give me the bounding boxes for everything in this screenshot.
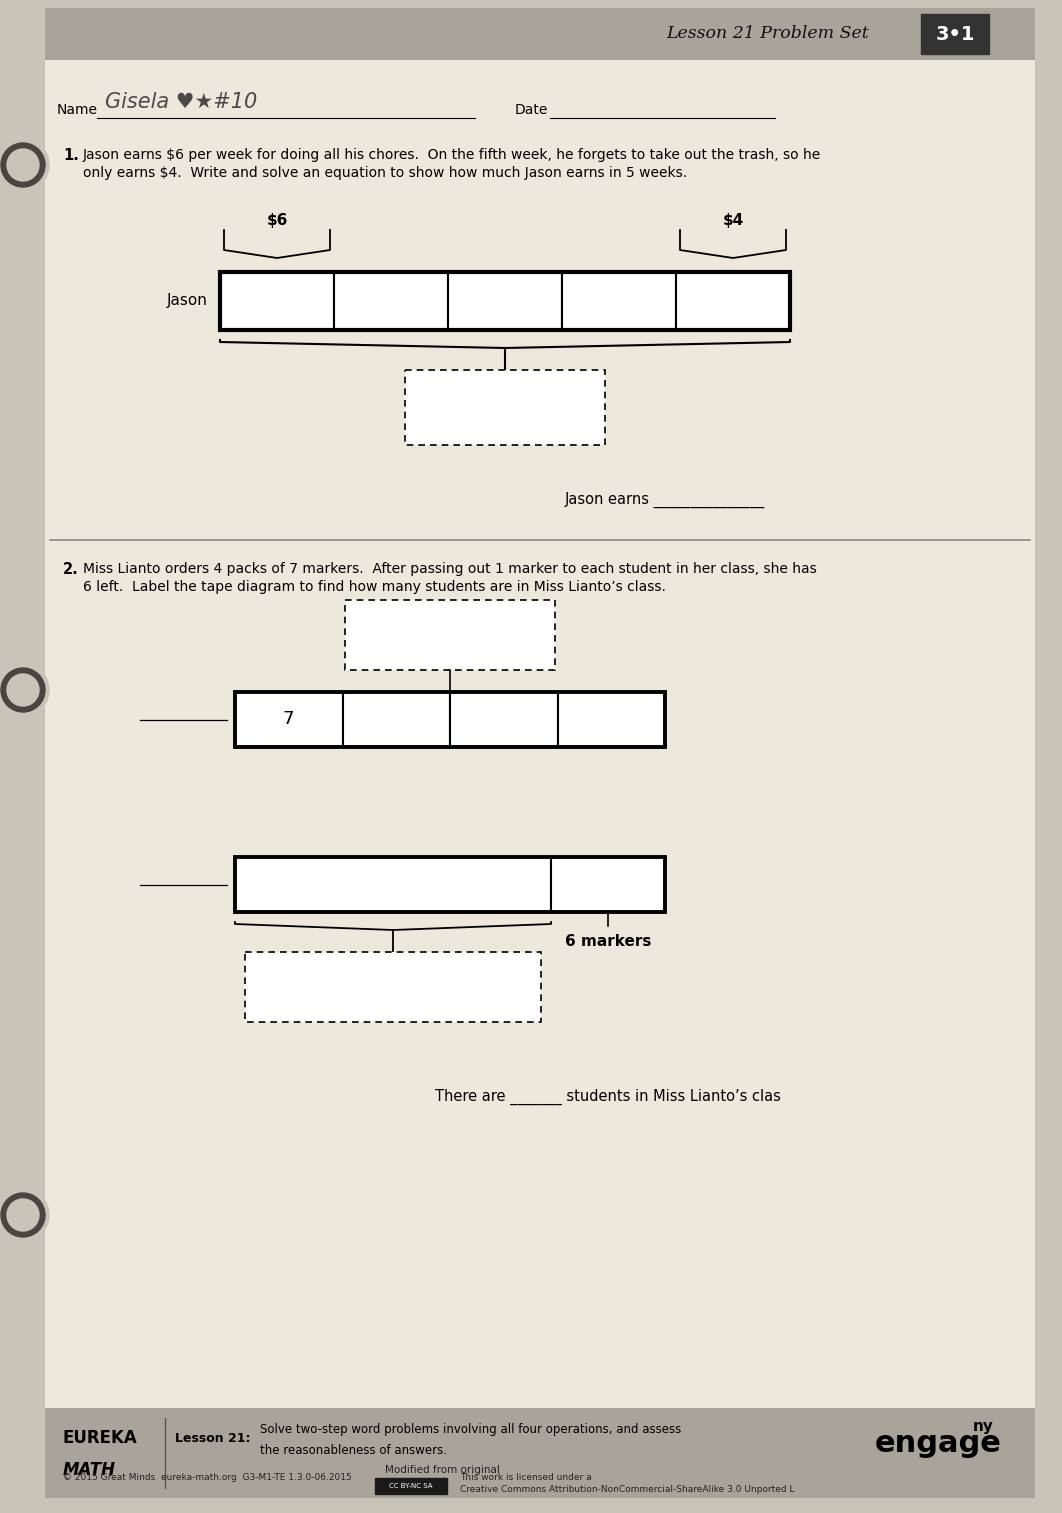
- Text: 3•1: 3•1: [936, 24, 975, 44]
- Text: engage: engage: [875, 1428, 1001, 1457]
- Bar: [343, 691, 450, 747]
- Circle shape: [7, 1198, 39, 1232]
- Bar: [235, 691, 343, 747]
- Text: only earns $4.  Write and solve an equation to show how much Jason earns in 5 we: only earns $4. Write and solve an equati…: [83, 166, 687, 180]
- Bar: [450, 691, 558, 747]
- Bar: [562, 272, 676, 330]
- Circle shape: [0, 664, 49, 716]
- Text: $4: $4: [722, 212, 743, 227]
- Text: the reasonableness of answers.: the reasonableness of answers.: [260, 1443, 447, 1457]
- Bar: [220, 272, 335, 330]
- Circle shape: [7, 148, 39, 182]
- Text: Modified from original: Modified from original: [386, 1465, 500, 1475]
- Text: 2.: 2.: [63, 561, 79, 576]
- Text: Jason earns $6 per week for doing all his chores.  On the fifth week, he forgets: Jason earns $6 per week for doing all hi…: [83, 148, 821, 162]
- Text: CC BY-NC SA: CC BY-NC SA: [390, 1483, 432, 1489]
- Bar: [551, 856, 665, 912]
- Text: Jason earns _______________: Jason earns _______________: [565, 492, 766, 508]
- Bar: [220, 272, 790, 330]
- Bar: [448, 272, 562, 330]
- Bar: [245, 952, 541, 1021]
- Bar: [45, 8, 1035, 61]
- Bar: [235, 691, 665, 747]
- Text: There are _______ students in Miss Lianto’s clas: There are _______ students in Miss Liant…: [435, 1089, 781, 1104]
- Text: This work is licensed under a: This work is licensed under a: [460, 1474, 592, 1483]
- Text: Miss Lianto orders 4 packs of 7 markers.  After passing out 1 marker to each stu: Miss Lianto orders 4 packs of 7 markers.…: [83, 561, 817, 576]
- Text: 6 left.  Label the tape diagram to find how many students are in Miss Lianto’s c: 6 left. Label the tape diagram to find h…: [83, 579, 666, 595]
- Bar: [375, 1478, 447, 1493]
- Circle shape: [7, 673, 39, 707]
- Circle shape: [1, 144, 45, 188]
- Text: Solve two-step word problems involving all four operations, and assess: Solve two-step word problems involving a…: [260, 1424, 681, 1436]
- Text: Jason: Jason: [167, 294, 208, 309]
- Bar: [676, 272, 790, 330]
- Text: Lesson 21:: Lesson 21:: [175, 1431, 251, 1445]
- Text: $6: $6: [267, 212, 288, 227]
- Bar: [558, 691, 665, 747]
- Text: 7: 7: [282, 711, 294, 728]
- Bar: [335, 272, 448, 330]
- Circle shape: [1, 669, 45, 713]
- Bar: [45, 1409, 1035, 1498]
- Bar: [405, 371, 605, 445]
- Text: 6 markers: 6 markers: [565, 935, 651, 950]
- Bar: [921, 14, 989, 54]
- Text: Gisela ♥★#10: Gisela ♥★#10: [105, 92, 257, 112]
- Text: Name: Name: [57, 103, 98, 117]
- Text: Creative Commons Attribution-NonCommercial-ShareAlike 3.0 Unported L: Creative Commons Attribution-NonCommerci…: [460, 1486, 794, 1495]
- Text: Lesson 21 Problem Set: Lesson 21 Problem Set: [666, 26, 869, 42]
- Text: Date: Date: [515, 103, 548, 117]
- Text: ny: ny: [973, 1419, 994, 1433]
- Text: MATH: MATH: [63, 1462, 116, 1480]
- Bar: [345, 601, 555, 670]
- Text: EUREKA: EUREKA: [63, 1428, 138, 1446]
- Circle shape: [1, 1192, 45, 1238]
- Bar: [235, 856, 551, 912]
- Text: 1.: 1.: [63, 148, 79, 163]
- Bar: [235, 856, 665, 912]
- Circle shape: [0, 1189, 49, 1241]
- Circle shape: [0, 139, 49, 191]
- Text: © 2015 Great Minds  eureka-math.org  G3-M1-TE 1.3.0-06.2015: © 2015 Great Minds eureka-math.org G3-M1…: [63, 1474, 352, 1483]
